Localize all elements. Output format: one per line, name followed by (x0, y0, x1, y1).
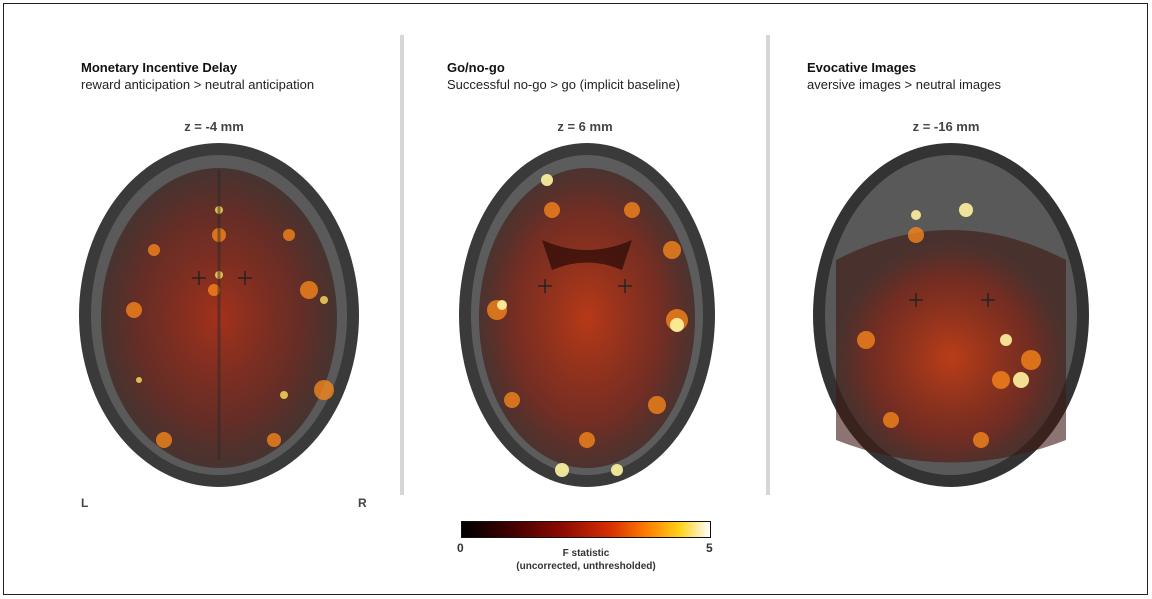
colorbar-max-label: 5 (706, 541, 713, 555)
panel-divider-2 (766, 35, 770, 495)
colorbar-title: F statistic (562, 548, 610, 559)
panel-3-title: Evocative Images (807, 60, 917, 75)
panel-1-title: Monetary Incentive Delay (81, 60, 238, 75)
colorbar-note: (uncorrected, unthresholded) (516, 561, 656, 572)
panel-2-slice-label: z = 6 mm (557, 119, 613, 134)
panel-3-subtitle: aversive images > neutral images (807, 77, 1002, 92)
panel-1-subtitle: reward anticipation > neutral anticipati… (81, 77, 315, 92)
panel-1-slice-label: z = -4 mm (184, 119, 244, 134)
right-hemisphere-label: R (358, 496, 367, 510)
panel-2-subtitle: Successful no-go > go (implicit baseline… (447, 77, 681, 92)
panel-2-title: Go/no-go (447, 60, 505, 75)
colorbar (461, 521, 711, 538)
brain-slice-3 (813, 143, 1089, 487)
left-hemisphere-label: L (81, 496, 89, 510)
panel-divider-1 (400, 35, 404, 495)
panel-3-slice-label: z = -16 mm (912, 119, 980, 134)
brain-slice-2 (459, 143, 715, 487)
brain-slice-1 (79, 143, 359, 487)
colorbar-min-label: 0 (457, 541, 464, 555)
